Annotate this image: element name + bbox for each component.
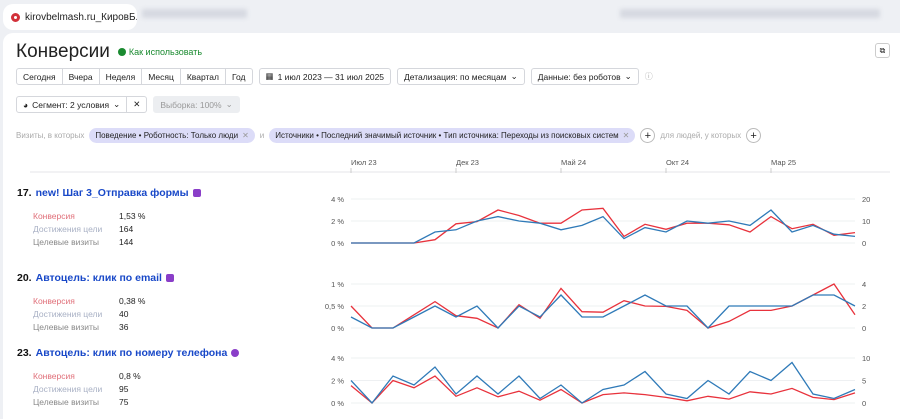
right-axis-tick: 5 [862,377,866,386]
blurred-tab [142,9,247,18]
right-axis-tick: 0 [862,324,866,333]
segment-dropdown[interactable]: ◕ Сегмент: 2 условия ⌄ [16,96,128,113]
and-label: и [259,131,265,140]
data-filter-dropdown[interactable]: Данные: без роботов ⌄ [530,68,639,85]
right-axis-tick: 0 [862,239,866,248]
timeline-tick-label: Май 24 [561,158,586,167]
metric-conversion: Конверсия 0,8 % [33,371,141,381]
chevron-down-icon: ⌄ [510,71,518,81]
help-link[interactable]: Как использовать [117,47,202,57]
toolbar: Сегодня Вчера Неделя Месяц Квартал Год ▦… [16,68,653,85]
timeline-tick-label: Окт 24 [666,158,689,167]
chevron-down-icon: ⌄ [624,71,632,81]
period-week[interactable]: Неделя [100,69,143,84]
metric-conversion: Конверсия 0,38 % [33,296,146,306]
filter-chip-robots[interactable]: Поведение • Роботность: Только люди ✕ [89,128,255,143]
add-visit-condition-button[interactable]: + [640,128,656,143]
timeline-tick-label: Дек 23 [456,158,479,167]
goal-link[interactable]: new! Шаг 3_Отправка формы [35,187,189,199]
add-people-condition-button[interactable]: + [746,128,762,143]
period-today[interactable]: Сегодня [17,69,63,84]
phone-icon [231,349,240,357]
close-icon[interactable]: ✕ [242,131,249,140]
right-axis-tick: 2 [862,302,866,311]
right-axis-tick: 10 [862,354,870,363]
segment-row: ◕ Сегмент: 2 условия ⌄ ✕ Выборка: 100% ⌄ [16,96,240,113]
metric-target-visits: Целевые визиты 36 [33,322,129,332]
timeline-tick-label: Июл 23 [351,158,377,167]
conversion-line [350,375,856,404]
left-axis-tick: 0 % [331,399,344,408]
main-card: Конверсии Как использовать ⧉ Сегодня Вче… [3,33,900,419]
left-axis-tick: 0 % [331,324,344,333]
metric-goal-reaches: Достижения цели 40 [33,309,129,319]
left-axis-tick: 4 % [331,195,344,204]
visits-line [350,294,856,329]
sample-dropdown[interactable]: Выборка: 100% ⌄ [153,96,240,113]
right-axis-tick: 20 [862,195,870,204]
conversion-line [350,283,856,329]
title-row: Конверсии Как использовать [16,41,202,63]
left-axis-tick: 2 % [331,217,344,226]
close-icon[interactable]: ✕ [622,131,630,140]
conversion-line [351,207,856,244]
period-yesterday[interactable]: Вчера [63,69,100,84]
fullscreen-button[interactable]: ⧉ [875,43,890,58]
visits-label: Визиты, в которых [16,131,85,140]
email-icon [165,274,174,282]
left-axis-tick: 0 % [331,239,344,248]
clear-segment-button[interactable]: ✕ [127,96,148,113]
goal-title: 20. Автоцель: клик по email [17,272,174,284]
period-year[interactable]: Год [231,71,246,82]
form-icon [192,189,201,197]
right-axis-tick: 0 [862,399,866,408]
tab-title: kirovbelmash.ru_КировБ... [25,11,137,23]
right-axis-tick: 10 [862,217,870,226]
visits-line [351,209,856,244]
filter-row: Визиты, в которых Поведение • Роботность… [16,128,762,143]
date-range-button[interactable]: ▦ 1 июл 2023 — 31 июл 2025 [258,68,392,85]
left-axis-tick: 4 % [331,354,344,363]
left-axis-tick: 2 % [331,377,344,386]
goal-title: 17. new! Шаг 3_Отправка формы [17,187,201,199]
goal-link[interactable]: Автоцель: клик по номеру телефона [35,347,228,359]
metric-goal-reaches: Достижения цели 164 [33,224,134,234]
visits-line [350,361,856,405]
chevron-down-icon: ⌄ [225,99,233,109]
period-month[interactable]: Месяц [142,69,181,84]
left-axis-tick: 1 % [331,280,344,289]
right-axis-tick: 4 [862,280,866,289]
pie-icon: ◕ [23,99,29,110]
chevron-down-icon: ⌄ [113,99,121,109]
browser-tab[interactable]: kirovbelmash.ru_КировБ... ⌄ [3,4,137,30]
blurred-header [620,9,880,18]
left-axis-tick: 0,5 % [325,302,345,311]
period-quarter[interactable]: Квартал [181,69,226,84]
goal-title: 23. Автоцель: клик по номеру телефона [17,347,240,359]
question-icon[interactable]: ⓘ [644,72,653,81]
goal-link[interactable]: Автоцель: клик по email [35,272,162,284]
calendar-icon: ▦ [265,71,274,81]
metric-goal-reaches: Достижения цели 95 [33,384,129,394]
metric-target-visits: Целевые визиты 144 [33,237,134,247]
timeline-tick-label: Мар 25 [771,158,796,167]
site-logo-icon [11,12,20,22]
people-label: для людей, у которых [660,131,742,140]
info-icon [117,48,126,56]
metric-target-visits: Целевые визиты 75 [33,397,129,407]
detail-dropdown[interactable]: Детализация: по месяцам ⌄ [397,68,525,85]
period-selector: Сегодня Вчера Неделя Месяц Квартал Год [16,68,253,85]
metric-conversion: Конверсия 1,53 % [33,211,146,221]
filter-chip-source[interactable]: Источники • Последний значимый источник … [269,128,636,143]
page-title: Конверсии [16,41,110,62]
